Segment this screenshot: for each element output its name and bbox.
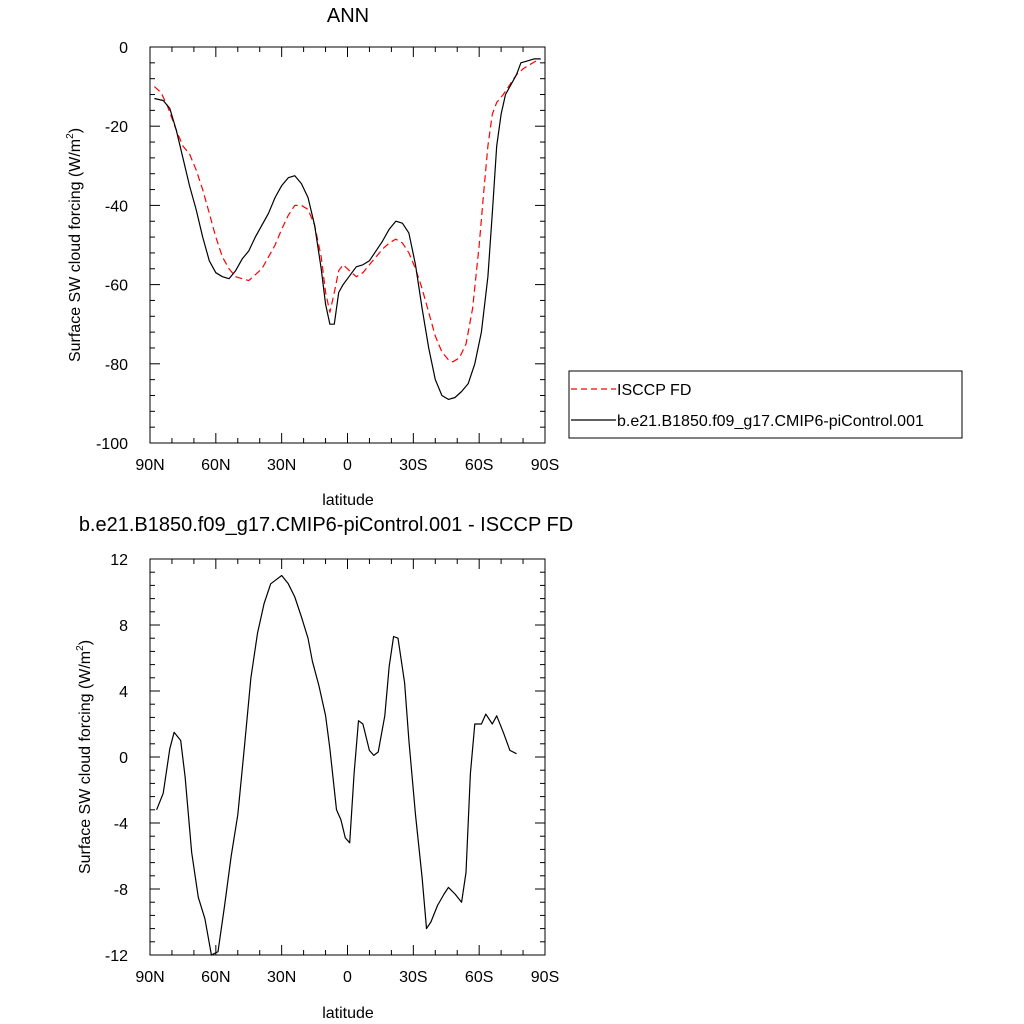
bottom-x-axis-label: latitude xyxy=(322,1005,374,1022)
top-plot-frame xyxy=(149,46,546,444)
top-x-axis-label: latitude xyxy=(322,492,374,509)
top-x-tick-label: 90S xyxy=(531,457,559,474)
bottom-x-tick-label: 0 xyxy=(343,969,352,986)
bottom-x-tick-label: 90S xyxy=(531,969,559,986)
top-y-axis-label-end: ) xyxy=(67,128,84,133)
legend-box xyxy=(568,370,963,439)
top-panel: ANN 90N 60N 30N 0 30S 60S 90S 0 -20 -40 -60 -80 -100… xyxy=(65,5,963,509)
top-y-tick-label: -60 xyxy=(105,278,128,295)
bottom-plot-frame xyxy=(149,558,546,956)
top-chart-title: ANN xyxy=(327,5,369,27)
top-y-tick-label: -100 xyxy=(96,436,128,453)
bottom-series-line-0 xyxy=(156,574,517,956)
top-y-axis-label-main: Surface SW cloud forcing (W/m xyxy=(67,139,84,362)
top-y-tick-label: -20 xyxy=(105,119,128,136)
top-series-line-1 xyxy=(154,58,541,400)
top-y-tick-label: -40 xyxy=(105,198,128,215)
bottom-ticks: 90N 60N 30N 0 30S 60S 90S 12 8 4 0 -4 -8 -12 xyxy=(105,552,559,986)
bottom-x-tick-label: 60S xyxy=(465,969,493,986)
bottom-y-tick-label: -8 xyxy=(114,882,128,899)
bottom-y-tick-label: 0 xyxy=(119,750,128,767)
top-x-tick-label: 30S xyxy=(399,457,427,474)
bottom-x-tick-label: 60N xyxy=(201,969,230,986)
bottom-y-tick-label: -4 xyxy=(114,816,128,833)
top-x-tick-label: 60S xyxy=(465,457,493,474)
top-ticks: 90N 60N 30N 0 30S 60S 90S 0 -20 -40 -60 -80 -100 xyxy=(96,40,559,474)
bottom-x-tick-label: 30S xyxy=(399,969,427,986)
legend: ISCCP FD b.e21.B1850.f09_g17.CMIP6-piCon… xyxy=(568,370,963,439)
bottom-x-tick-label: 30N xyxy=(267,969,296,986)
top-series xyxy=(154,58,541,400)
bottom-y-tick-label: 12 xyxy=(110,552,128,569)
bottom-chart-title: b.e21.B1850.f09_g17.CMIP6-piControl.001 … xyxy=(79,514,573,536)
bottom-x-tick-label: 90N xyxy=(135,969,164,986)
bottom-y-axis-label-sup: 2 xyxy=(75,645,86,651)
bottom-y-axis-label-main: Surface SW cloud forcing (W/m xyxy=(77,651,94,874)
top-y-axis-label-sup: 2 xyxy=(65,133,76,139)
top-x-tick-label: 90N xyxy=(135,457,164,474)
legend-label-model: b.e21.B1850.f09_g17.CMIP6-piControl.001 xyxy=(617,413,924,430)
bottom-y-axis-label: Surface SW cloud forcing (W/m2) xyxy=(75,640,94,874)
legend-label-isccp: ISCCP FD xyxy=(617,382,691,399)
bottom-y-axis-label-end: ) xyxy=(77,640,94,645)
top-x-tick-label: 30N xyxy=(267,457,296,474)
bottom-panel: b.e21.B1850.f09_g17.CMIP6-piControl.001 … xyxy=(75,514,573,1022)
bottom-y-tick-label: 4 xyxy=(119,684,128,701)
bottom-series xyxy=(156,574,517,956)
top-y-tick-label: 0 xyxy=(119,40,128,57)
top-y-axis-label: Surface SW cloud forcing (W/m2) xyxy=(65,128,84,362)
top-x-tick-label: 60N xyxy=(201,457,230,474)
top-x-tick-label: 0 xyxy=(343,457,352,474)
top-y-tick-label: -80 xyxy=(105,357,128,374)
bottom-y-tick-label: 8 xyxy=(119,618,128,635)
bottom-y-tick-label: -12 xyxy=(105,948,128,965)
top-series-line-0 xyxy=(154,58,541,363)
